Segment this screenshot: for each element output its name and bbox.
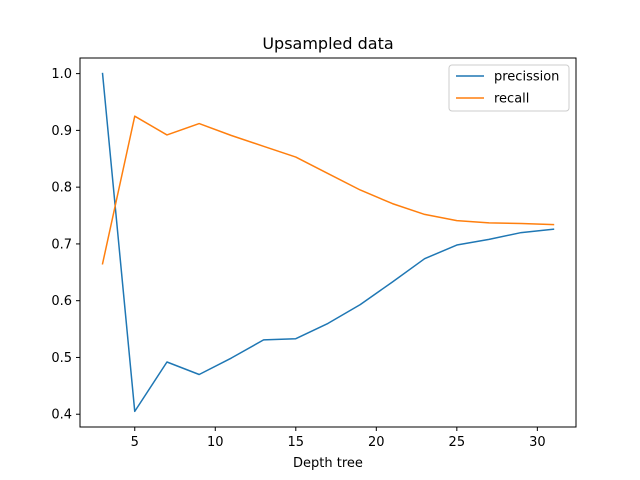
x-tick-label: 10 [207, 435, 224, 450]
x-tick-label: 30 [529, 435, 546, 450]
y-axis: 0.4 0.5 0.6 0.7 0.8 0.9 1.0 [51, 67, 80, 423]
plot-area [101, 72, 555, 413]
x-axis-label: Depth tree [293, 456, 363, 471]
y-tick-label: 0.6 [51, 294, 72, 309]
y-tick-label: 0.8 [51, 181, 72, 196]
legend-label-0: precission [494, 70, 559, 85]
x-tick-label: 20 [368, 435, 385, 450]
x-tick-label: 15 [288, 435, 305, 450]
x-tick-label: 5 [131, 435, 139, 450]
y-tick-label: 1.0 [51, 67, 72, 82]
y-tick-label: 0.4 [51, 408, 72, 423]
legend-label-1: recall [494, 92, 529, 107]
x-axis: 5 10 15 20 25 30 [131, 427, 546, 450]
plot-frame [79, 57, 577, 428]
legend: precission recall [448, 64, 570, 112]
chart-title: Upsampled data [262, 34, 393, 53]
y-tick-label: 0.5 [51, 351, 72, 366]
y-tick-label: 0.7 [51, 237, 72, 252]
series-line-1 [101, 115, 555, 265]
series-line-0 [101, 72, 555, 413]
y-tick-label: 0.9 [51, 124, 72, 139]
x-tick-label: 25 [449, 435, 466, 450]
